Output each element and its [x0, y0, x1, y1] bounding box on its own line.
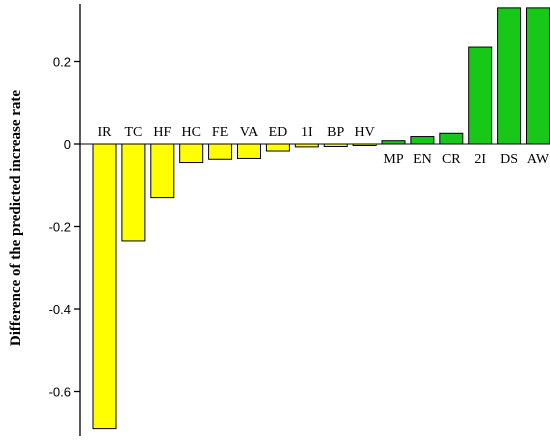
- category-label-2i: 2I: [474, 152, 486, 167]
- category-label-mp: MP: [383, 152, 403, 167]
- category-label-aw: AW: [527, 152, 550, 167]
- category-label-bp: BP: [327, 125, 344, 140]
- y-tick-label: -0.2: [49, 220, 71, 235]
- bar-hv: [352, 143, 377, 146]
- category-label-en: EN: [413, 152, 432, 167]
- y-tick-label: 0: [64, 137, 71, 152]
- category-label-cr: CR: [442, 152, 461, 167]
- category-labels: IR TC HF HC FE VA ED 1I BP HV MP EN CR 2I DS AW: [98, 125, 550, 167]
- bar-cr: [439, 132, 464, 145]
- y-tick-label: -0.4: [49, 302, 71, 317]
- category-label-hv: HV: [354, 125, 374, 140]
- category-label-fe: FE: [212, 125, 228, 140]
- bar-ir: [92, 143, 117, 430]
- bar-ed: [265, 143, 290, 152]
- bar-aw: [526, 7, 550, 145]
- bar-1i: [294, 143, 319, 148]
- bar-2i: [468, 46, 493, 145]
- category-label-1i: 1I: [301, 125, 313, 140]
- y-tick-label: 0.2: [53, 55, 71, 70]
- bar-fe: [208, 143, 233, 160]
- category-label-hf: HF: [153, 125, 171, 140]
- bar-tc: [121, 143, 146, 242]
- y-axis-title: Difference of the predicted increase rat…: [8, 90, 24, 346]
- bar-hc: [179, 143, 204, 164]
- category-label-hc: HC: [181, 125, 200, 140]
- bar-bp: [323, 143, 348, 147]
- bar-va: [237, 143, 261, 159]
- category-label-va: VA: [240, 125, 259, 140]
- category-label-tc: TC: [124, 125, 142, 140]
- y-tick-label: -0.6: [49, 385, 71, 400]
- category-label-ir: IR: [98, 125, 113, 140]
- bar-ds: [497, 7, 522, 145]
- bar-mp: [381, 140, 406, 145]
- bar-hf: [150, 143, 175, 199]
- bars: [92, 7, 550, 430]
- bar-en: [410, 136, 435, 145]
- category-label-ds: DS: [500, 152, 518, 167]
- category-label-ed: ED: [269, 125, 288, 140]
